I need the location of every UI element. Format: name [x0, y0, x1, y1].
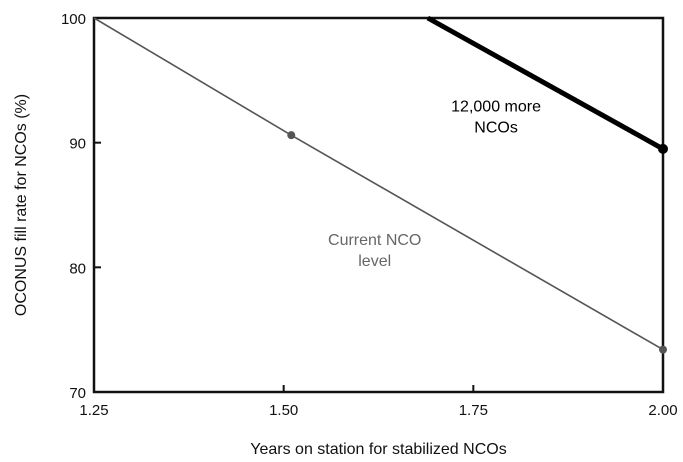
- series-line-1: [426, 15, 665, 152]
- y-axis-ticks: 70 80 90 100: [61, 11, 101, 402]
- y-tick-label: 80: [69, 260, 86, 277]
- series-annotation-text: Current NCO: [328, 232, 421, 249]
- x-axis-ticks: 1.25 1.50 1.75 2.00: [79, 385, 678, 419]
- series-markers: [287, 131, 668, 354]
- y-tick-label: 90: [69, 136, 86, 153]
- series-annotations: Current NCO level 12,000 more NCOs: [328, 99, 541, 270]
- x-tick-label: 1.75: [459, 402, 488, 419]
- x-tick-label: 2.00: [648, 402, 677, 419]
- data-point: [658, 143, 668, 154]
- series-lines: [93, 15, 665, 351]
- data-point: [659, 345, 667, 354]
- y-axis-title: OCONUS fill rate for NCOs (%): [13, 94, 30, 316]
- x-axis-title: Years on station for stabilized NCOs: [250, 441, 506, 458]
- y-tick-label: 70: [69, 385, 86, 402]
- series-annotation-text: 12,000 more: [451, 99, 541, 116]
- series-annotation-text: NCOs: [474, 120, 518, 137]
- series-line-0: [93, 17, 664, 351]
- x-tick-label: 1.25: [79, 402, 108, 419]
- y-tick-label: 100: [61, 11, 86, 28]
- plot-frame: [92, 16, 665, 394]
- series-annotation-text: level: [358, 253, 391, 270]
- data-point: [287, 131, 296, 140]
- x-tick-label: 1.50: [269, 402, 298, 419]
